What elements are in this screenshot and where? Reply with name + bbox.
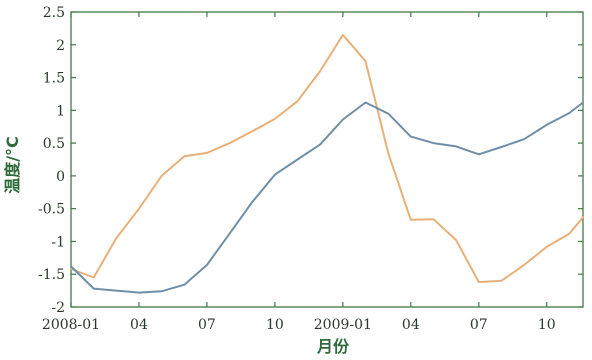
y-tick-label: 2 <box>56 38 65 54</box>
x-tick-label: 07 <box>470 317 488 333</box>
y-tick-label: -0.5 <box>38 202 65 218</box>
y-tick-label: 1.5 <box>43 71 65 87</box>
x-tick-label: 2008-01 <box>42 317 100 333</box>
series-line-1 <box>70 33 584 284</box>
x-axis-ticks: 2008-01 04 07 10 2009-01 04 07 10 <box>42 12 556 333</box>
plot-frame <box>70 11 584 308</box>
x-tick-label: 10 <box>538 317 556 333</box>
y-tick-label: -1.5 <box>38 267 65 283</box>
y-tick-label: 2.5 <box>43 5 65 21</box>
x-tick-label: 2009-01 <box>314 317 372 333</box>
x-tick-label: 04 <box>402 317 420 333</box>
y-axis-title: 温度/°C <box>3 136 22 195</box>
x-tick-label: 04 <box>130 317 148 333</box>
plot-border <box>70 11 584 308</box>
y-axis-ticks: -2 -1.5 -1 -0.5 0 0.5 1 1.5 2 2.5 <box>38 5 583 316</box>
series-layer <box>70 33 584 294</box>
series-line-2 <box>70 101 584 294</box>
x-axis-title: 月份 <box>316 337 350 356</box>
y-tick-label: 1 <box>56 103 65 119</box>
y-tick-label: -1 <box>51 234 65 250</box>
x-tick-label: 10 <box>266 317 284 333</box>
y-tick-label: -2 <box>51 300 65 316</box>
x-tick-label: 07 <box>198 317 216 333</box>
y-tick-label: 0.5 <box>43 136 65 152</box>
y-tick-label: 0 <box>56 169 65 185</box>
